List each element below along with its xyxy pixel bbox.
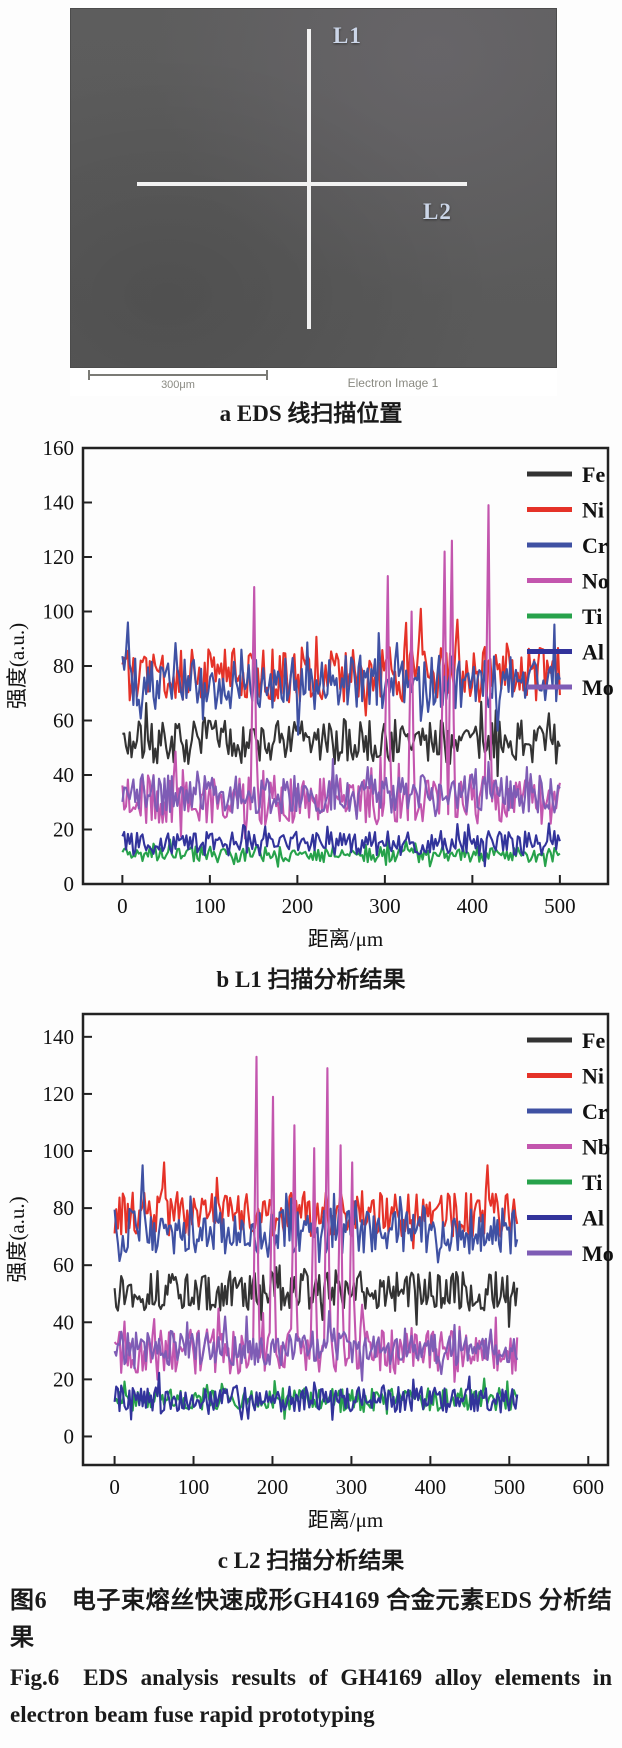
x-tick-label: 100 xyxy=(194,894,226,918)
legend-label-cr: Cr xyxy=(582,1099,608,1124)
x-tick-label: 300 xyxy=(336,1475,368,1499)
series-al xyxy=(121,822,561,868)
legend-label-ti: Ti xyxy=(582,1170,602,1195)
caption-panel-c: c L2 扫描分析结果 xyxy=(217,1548,405,1573)
series-fe xyxy=(122,700,561,778)
legend-label-mo: Mo xyxy=(582,675,614,700)
y-tick-label: 0 xyxy=(64,1424,75,1448)
series-al xyxy=(113,1371,519,1421)
x-tick-label: 500 xyxy=(494,1475,526,1499)
y-tick-label: 160 xyxy=(43,436,75,460)
legend-label-ti: Ti xyxy=(582,604,602,629)
series-ti xyxy=(121,837,561,868)
plot-frame xyxy=(81,1012,610,1467)
series-no xyxy=(121,504,561,840)
y-tick-label: 140 xyxy=(43,491,75,515)
series-cr xyxy=(121,621,561,736)
scan-line-l2 xyxy=(137,182,467,186)
y-tick-label: 40 xyxy=(53,1310,74,1334)
y-tick-label: 20 xyxy=(53,1367,74,1391)
y-tick-label: 120 xyxy=(43,1082,75,1106)
y-tick-label: 140 xyxy=(43,1025,75,1049)
y-tick-label: 40 xyxy=(53,763,74,787)
legend-label-al: Al xyxy=(582,640,604,665)
legend-label-al: Al xyxy=(582,1206,604,1231)
scale-bar-label: 300μm xyxy=(161,379,195,391)
legend-label-no: No xyxy=(582,569,609,594)
legend-label-fe: Fe xyxy=(582,1028,605,1053)
legend-label-ni: Ni xyxy=(582,498,604,523)
y-tick-label: 0 xyxy=(64,872,75,896)
x-tick-label: 400 xyxy=(457,894,489,918)
sem-panel: L1 L2 300μm Electron Image 1 xyxy=(70,8,557,396)
scan-line-l2-label: L2 xyxy=(423,199,452,224)
scale-bar-right-tick xyxy=(266,370,268,380)
electron-image-label: Electron Image 1 xyxy=(347,376,439,390)
figure-caption-chinese: 图6 电子束熔丝快速成形GH4169 合金元素EDS 分析结果 xyxy=(10,1588,612,1651)
series-mo xyxy=(113,1310,519,1382)
legend-label-ni: Ni xyxy=(582,1064,604,1089)
x-tick-label: 300 xyxy=(369,894,401,918)
y-tick-label: 80 xyxy=(53,1196,74,1220)
y-tick-label: 120 xyxy=(43,545,75,569)
y-axis-label: 强度(a.u.) xyxy=(5,1196,29,1282)
x-tick-label: 200 xyxy=(257,1475,289,1499)
y-tick-label: 80 xyxy=(53,654,74,678)
x-axis-label: 距离/μm xyxy=(308,1508,383,1532)
x-tick-label: 0 xyxy=(117,894,128,918)
caption-panel-b: b L1 扫描分析结果 xyxy=(216,967,406,992)
figure-caption-english: Fig.6 EDS analysis results of GH4169 all… xyxy=(10,1665,612,1727)
x-tick-label: 400 xyxy=(415,1475,447,1499)
sem-electron-image: L1 L2 xyxy=(70,8,557,368)
x-tick-label: 600 xyxy=(573,1475,605,1499)
eds-line-chart-l2: 0 100 200 300 400 500 600 0 20 40 60 80 100 120 140 距离/… xyxy=(5,1012,614,1532)
scale-bar: 300μm xyxy=(88,370,268,392)
x-tick-label: 100 xyxy=(178,1475,210,1499)
x-tick-label: 0 xyxy=(109,1475,120,1499)
scan-line-l1-label: L1 xyxy=(333,23,362,48)
legend-label-nb: Nb xyxy=(582,1135,610,1160)
y-axis-label: 强度(a.u.) xyxy=(5,623,29,709)
x-tick-label: 500 xyxy=(544,894,576,918)
legend-label-fe: Fe xyxy=(582,462,605,487)
legend-label-mo: Mo xyxy=(582,1241,614,1266)
sem-footer: 300μm Electron Image 1 xyxy=(70,368,557,396)
series-mo xyxy=(121,757,561,820)
x-tick-label: 200 xyxy=(282,894,314,918)
y-tick-label: 20 xyxy=(53,818,74,842)
caption-panel-a: a EDS 线扫描位置 xyxy=(219,401,403,426)
x-axis-label: 距离/μm xyxy=(308,927,383,951)
y-tick-label: 100 xyxy=(43,600,75,624)
y-tick-label: 60 xyxy=(53,1253,74,1277)
y-tick-label: 100 xyxy=(43,1139,75,1163)
eds-line-chart-l1: 0 100 200 300 400 500 0 20 40 60 80 100 120 140 160 距离/… xyxy=(5,436,614,951)
y-tick-label: 60 xyxy=(53,709,74,733)
scale-bar-line xyxy=(88,374,268,376)
scan-line-l1 xyxy=(307,29,311,329)
legend-label-cr: Cr xyxy=(582,533,608,558)
